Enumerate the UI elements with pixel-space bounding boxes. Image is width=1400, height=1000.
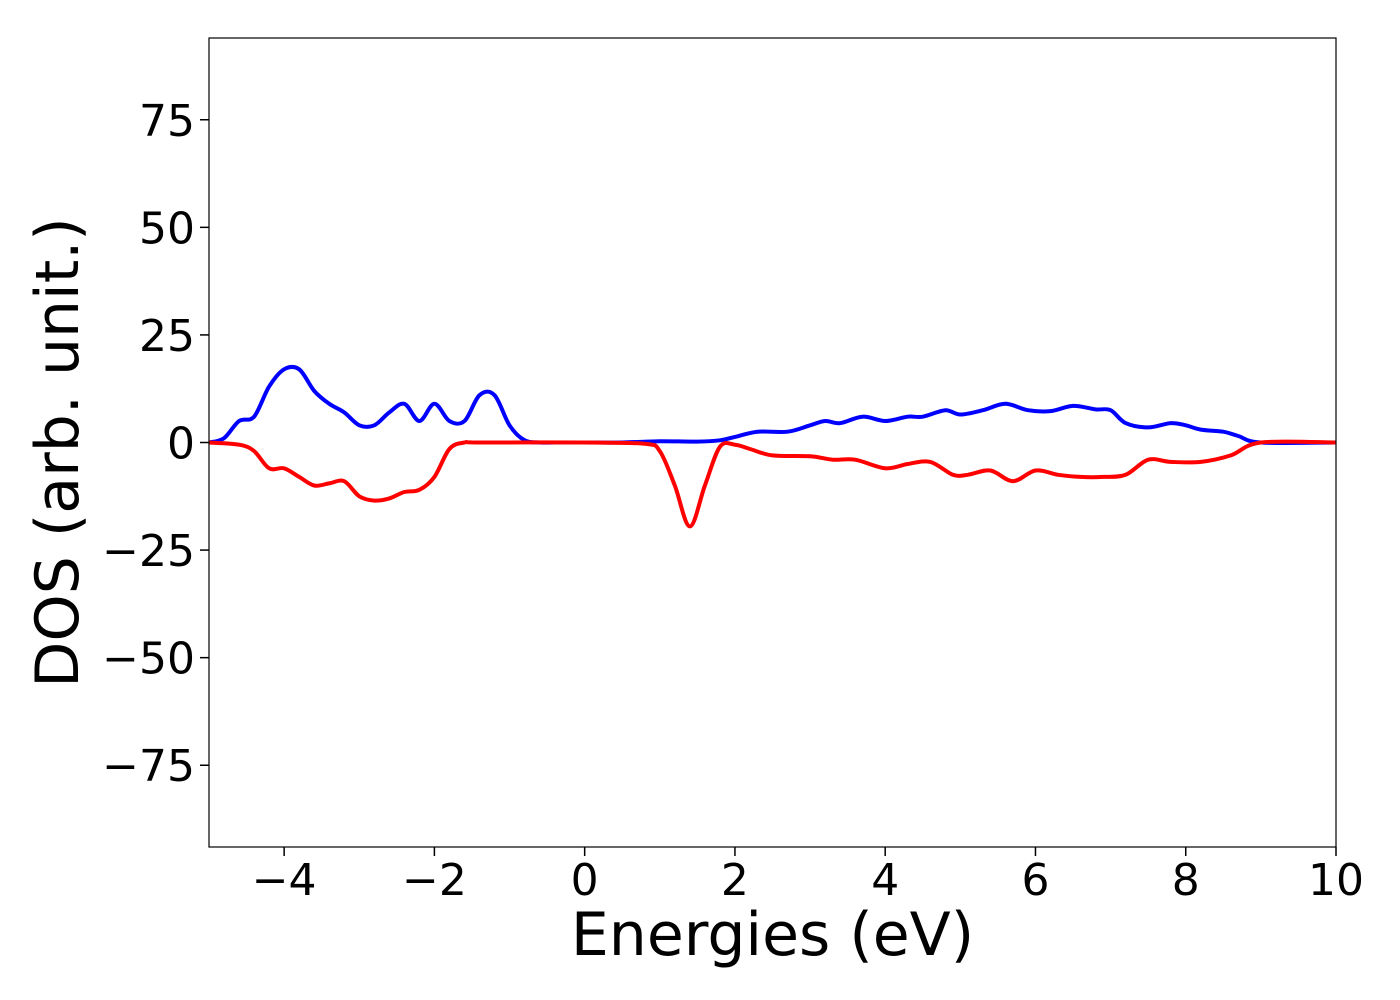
y-axis-label: DOS (arb. unit.) (23, 217, 93, 687)
y-axis-ticks: 75 50 25 0 −25 −50 −75 (102, 96, 209, 792)
x-axis-ticks: −4 −2 0 2 4 6 8 10 (252, 847, 1364, 906)
x-tick-label: −4 (252, 855, 317, 906)
x-tick-label: 8 (1172, 855, 1200, 906)
y-tick-label: 50 (139, 203, 195, 254)
series-lines (209, 364, 1336, 529)
x-tick-label: 2 (721, 855, 749, 906)
x-tick-label: 4 (871, 855, 899, 906)
y-tick-label: −50 (102, 634, 195, 685)
y-tick-label: −25 (102, 526, 195, 577)
y-tick-label: 75 (139, 96, 195, 147)
y-tick-label: −75 (102, 741, 195, 792)
y-tick-label: 0 (167, 419, 195, 470)
y-tick-label: 25 (139, 311, 195, 362)
x-tick-label: −2 (402, 855, 467, 906)
series-line-red (209, 439, 1336, 529)
series-line-blue (209, 364, 1336, 445)
x-axis-label: Energies (eV) (571, 900, 974, 970)
x-tick-label: 0 (571, 855, 599, 906)
x-tick-label: 6 (1021, 855, 1049, 906)
x-tick-label: 10 (1308, 855, 1364, 906)
plot-frame (208, 37, 1337, 848)
